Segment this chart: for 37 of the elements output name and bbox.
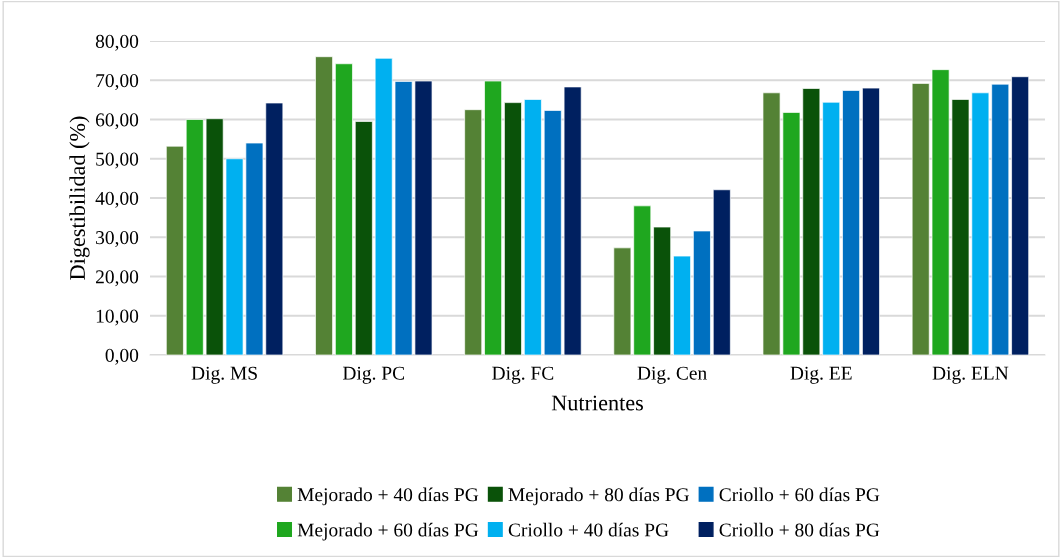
legend-label: Mejorado + 60 días PG — [297, 522, 479, 541]
x-tick-label: Dig. MS — [191, 366, 257, 384]
bar — [165, 145, 184, 355]
y-tick-label: 30,00 — [96, 231, 139, 247]
x-axis-title: Nutrientes — [551, 395, 643, 411]
x-tick-label: Dig. ELN — [932, 366, 1009, 384]
y-tick-label: 70,00 — [96, 74, 139, 90]
bar — [315, 56, 333, 355]
bar — [1011, 76, 1030, 355]
y-tick-label: 50,00 — [96, 152, 139, 169]
y-tick-label: 20,00 — [95, 270, 139, 287]
x-tick-label: Dig. Cen — [637, 366, 707, 384]
legend-label: Criollo + 60 días PG — [719, 487, 880, 502]
bar — [673, 255, 691, 355]
bar — [464, 109, 483, 355]
legend-label: Criollo + 40 días PG — [508, 522, 669, 537]
y-axis-title: Digestibilidad (%) — [69, 116, 90, 280]
y-tick-label: 40,00 — [95, 191, 139, 208]
x-tick-label: Dig. PC — [342, 366, 405, 384]
y-tick-label: 10,00 — [96, 309, 139, 326]
legend-label: Mejorado + 40 días PG — [297, 487, 479, 506]
bar — [712, 189, 731, 355]
bar — [842, 90, 860, 355]
bar — [862, 87, 880, 355]
legend-label: Criollo + 80 días PG — [719, 522, 880, 537]
bar — [335, 63, 353, 355]
bar — [653, 226, 672, 355]
y-tick-label: 0,00 — [105, 348, 139, 365]
x-tick-label: Dig. EE — [790, 366, 852, 384]
x-tick-label: Dig. FC — [492, 366, 554, 384]
bar — [504, 102, 522, 355]
bar — [484, 80, 502, 355]
y-tick-label: 80,00 — [95, 34, 139, 51]
y-tick-label: 60,00 — [95, 113, 139, 130]
bar — [523, 99, 542, 355]
legend-label: Mejorado + 80 días PG — [508, 487, 689, 506]
bar — [693, 230, 711, 355]
